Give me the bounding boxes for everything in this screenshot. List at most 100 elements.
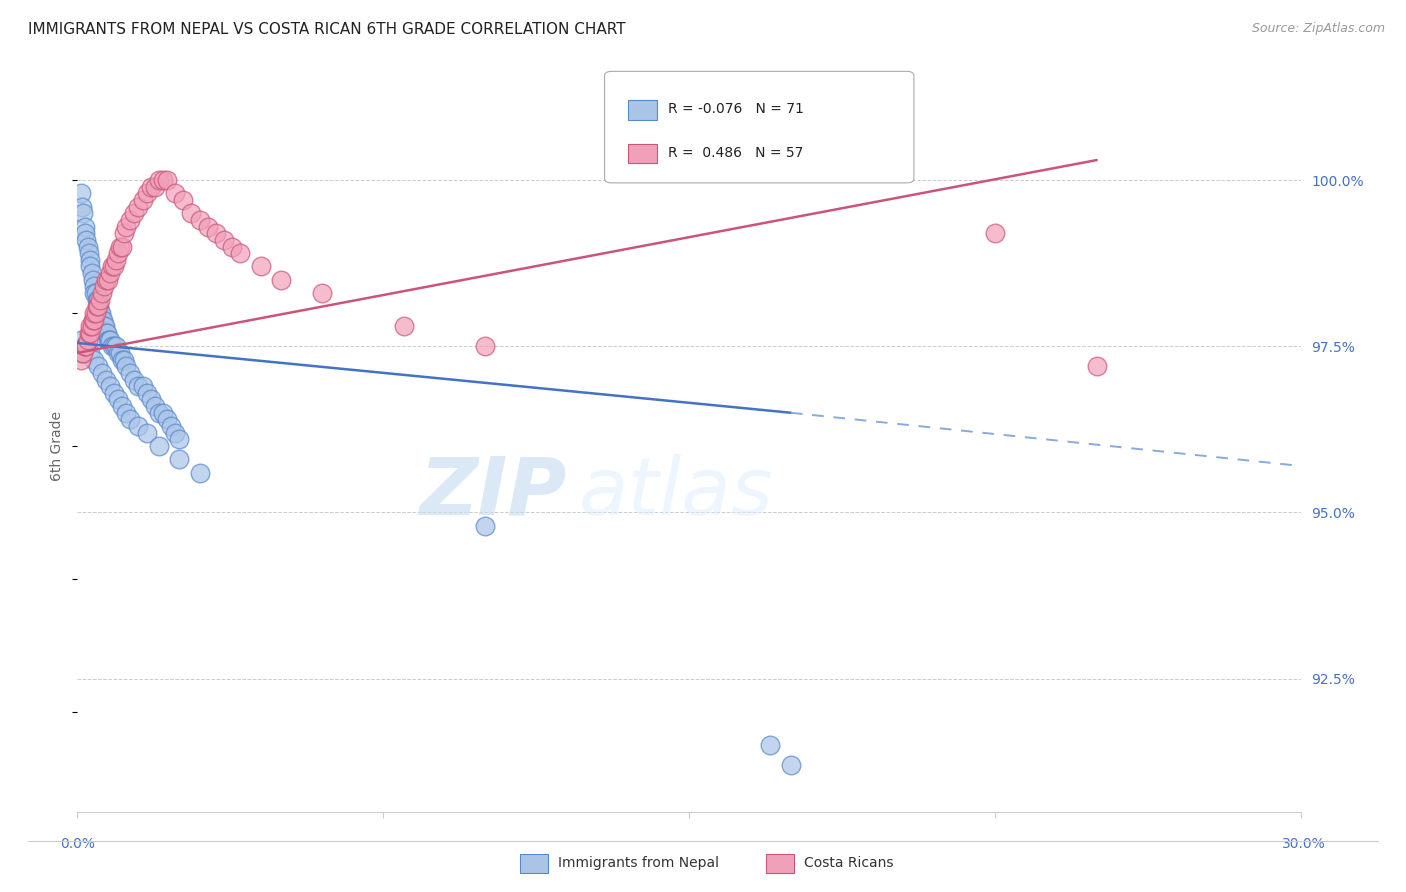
- Point: [101, 339, 124, 353]
- Point: [250, 260, 273, 274]
- Point: [212, 233, 235, 247]
- Point: [229, 246, 252, 260]
- Point: [780, 758, 803, 772]
- Point: [87, 293, 110, 307]
- Point: [86, 293, 108, 307]
- Point: [80, 266, 103, 280]
- Point: [221, 239, 243, 253]
- Point: [156, 412, 179, 426]
- Point: [270, 273, 292, 287]
- Point: [105, 339, 128, 353]
- Point: [90, 286, 112, 301]
- Point: [474, 339, 496, 353]
- Point: [75, 233, 97, 247]
- Point: [93, 319, 115, 334]
- Point: [84, 286, 107, 301]
- Point: [73, 339, 96, 353]
- Point: [111, 352, 134, 367]
- Point: [98, 333, 121, 347]
- Point: [152, 406, 174, 420]
- Point: [70, 333, 93, 347]
- Point: [169, 433, 191, 447]
- Point: [128, 419, 150, 434]
- Point: [984, 226, 1007, 240]
- Point: [131, 379, 153, 393]
- Point: [143, 399, 166, 413]
- Point: [98, 379, 121, 393]
- Point: [87, 299, 110, 313]
- Point: [103, 260, 125, 274]
- Point: [76, 239, 98, 253]
- Text: 30.0%: 30.0%: [1281, 837, 1326, 851]
- Point: [107, 392, 129, 407]
- Point: [94, 319, 117, 334]
- Point: [120, 412, 142, 426]
- Point: [76, 333, 98, 347]
- Point: [1085, 359, 1108, 374]
- Point: [148, 406, 170, 420]
- Point: [148, 439, 170, 453]
- Point: [83, 306, 105, 320]
- Point: [77, 326, 100, 340]
- Point: [96, 326, 118, 340]
- Point: [93, 279, 115, 293]
- Point: [90, 366, 112, 380]
- Text: R =  0.486   N = 57: R = 0.486 N = 57: [668, 145, 803, 160]
- Point: [79, 260, 101, 274]
- Point: [87, 359, 110, 374]
- Point: [83, 286, 105, 301]
- Point: [108, 239, 131, 253]
- Point: [120, 213, 142, 227]
- Point: [474, 518, 496, 533]
- Point: [83, 352, 105, 367]
- Text: Costa Ricans: Costa Ricans: [804, 856, 894, 871]
- Point: [115, 406, 138, 420]
- Text: Immigrants from Nepal: Immigrants from Nepal: [558, 856, 720, 871]
- Text: IMMIGRANTS FROM NEPAL VS COSTA RICAN 6TH GRADE CORRELATION CHART: IMMIGRANTS FROM NEPAL VS COSTA RICAN 6TH…: [28, 22, 626, 37]
- Point: [180, 206, 202, 220]
- Point: [205, 226, 228, 240]
- Point: [128, 200, 150, 214]
- Point: [77, 246, 100, 260]
- Point: [89, 293, 111, 307]
- Point: [111, 399, 134, 413]
- Point: [172, 193, 194, 207]
- Point: [107, 346, 129, 360]
- Point: [83, 279, 105, 293]
- Point: [69, 352, 91, 367]
- Point: [98, 333, 121, 347]
- Point: [124, 372, 146, 386]
- Point: [103, 339, 125, 353]
- Point: [152, 173, 174, 187]
- Point: [160, 419, 183, 434]
- Point: [108, 346, 131, 360]
- Point: [392, 319, 415, 334]
- Point: [70, 200, 93, 214]
- Point: [112, 226, 135, 240]
- Point: [90, 306, 112, 320]
- Point: [83, 312, 105, 326]
- Point: [135, 425, 157, 440]
- Point: [87, 299, 110, 313]
- Point: [135, 186, 157, 201]
- Text: atlas: atlas: [579, 453, 773, 532]
- Point: [75, 339, 97, 353]
- Point: [75, 226, 97, 240]
- Point: [143, 179, 166, 194]
- Point: [111, 239, 134, 253]
- Point: [98, 266, 121, 280]
- Point: [70, 346, 93, 360]
- Point: [139, 392, 162, 407]
- Point: [79, 326, 101, 340]
- Point: [72, 346, 94, 360]
- Point: [94, 372, 117, 386]
- Point: [188, 466, 211, 480]
- Point: [131, 193, 153, 207]
- Point: [139, 179, 162, 194]
- Point: [79, 346, 101, 360]
- Point: [97, 273, 120, 287]
- Point: [94, 273, 117, 287]
- Point: [91, 312, 114, 326]
- Point: [165, 425, 187, 440]
- Point: [84, 306, 107, 320]
